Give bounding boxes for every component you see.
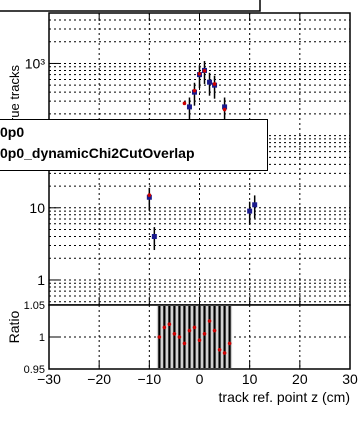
ratio-y-tick-label: 1.05 <box>24 300 45 312</box>
main-point-0p0 <box>252 202 258 208</box>
legend-entry-0p0: 0p0 <box>0 124 25 140</box>
main-y-tick-label: 10 <box>29 200 45 216</box>
ratio-error-bands <box>156 306 233 368</box>
main-point-dynamic <box>212 82 217 86</box>
main-data-marks <box>146 61 258 251</box>
main-y-axis-label: true tracks <box>7 65 22 126</box>
ratio-point <box>197 338 202 343</box>
x-tick-label: 10 <box>242 371 258 387</box>
main-point-0p0 <box>186 104 192 110</box>
x-tick-label: 0 <box>196 371 204 387</box>
ratio-point <box>182 341 187 346</box>
main-point-0p0 <box>207 79 213 85</box>
main-y-tick-label: 1 <box>37 272 45 288</box>
main-point-dynamic <box>222 107 227 112</box>
ratio-point <box>222 351 227 355</box>
x-tick-label: 20 <box>292 371 308 387</box>
legend: 0p0 0p0_dynamicChi2CutOverlap <box>0 119 268 171</box>
ratio-y-axis-label: Ratio <box>6 310 22 343</box>
ratio-point <box>177 335 182 339</box>
ratio-point <box>227 341 232 346</box>
x-tick-label: −30 <box>37 371 61 387</box>
main-point-dynamic <box>147 193 152 197</box>
ratio-point <box>172 332 177 336</box>
ratio-point <box>207 319 212 323</box>
main-point-0p0 <box>222 104 228 110</box>
x-tick-label: −20 <box>87 371 111 387</box>
ratio-point <box>167 322 172 327</box>
ratio-y-tick-label: 1 <box>39 332 45 344</box>
ratio-point <box>157 335 162 339</box>
ratio-point <box>187 328 192 333</box>
ratio-point <box>202 332 207 336</box>
main-point-0p0 <box>247 208 253 214</box>
x-tick-label: 30 <box>342 371 358 387</box>
ratio-point <box>192 325 197 330</box>
main-y-tick-label: 10³ <box>25 55 46 71</box>
main-point-dynamic <box>192 88 197 93</box>
main-point-dynamic <box>182 101 187 106</box>
axis-labels: −30 −20 −10 0 10 20 30 1 10 10³ 0.95 1 1.05 true trac… <box>6 55 358 405</box>
main-point-dynamic <box>202 69 207 73</box>
x-axis-label: track ref. point z (cm) <box>219 389 350 405</box>
main-point-dynamic <box>197 71 202 76</box>
legend-entry-0p0-dynamic: 0p0_dynamicChi2CutOverlap <box>0 145 195 161</box>
ratio-point <box>162 325 167 330</box>
main-point-0p0 <box>151 234 157 240</box>
title-box-fragment <box>0 0 261 12</box>
axis-ticks <box>48 13 351 370</box>
x-tick-label: −10 <box>137 371 161 387</box>
ratio-data-marks <box>157 319 232 355</box>
ratio-y-tick-label: 0.95 <box>24 364 45 376</box>
ratio-point <box>212 328 217 333</box>
main-point-0p0 <box>146 194 152 200</box>
ratio-point <box>217 348 222 352</box>
